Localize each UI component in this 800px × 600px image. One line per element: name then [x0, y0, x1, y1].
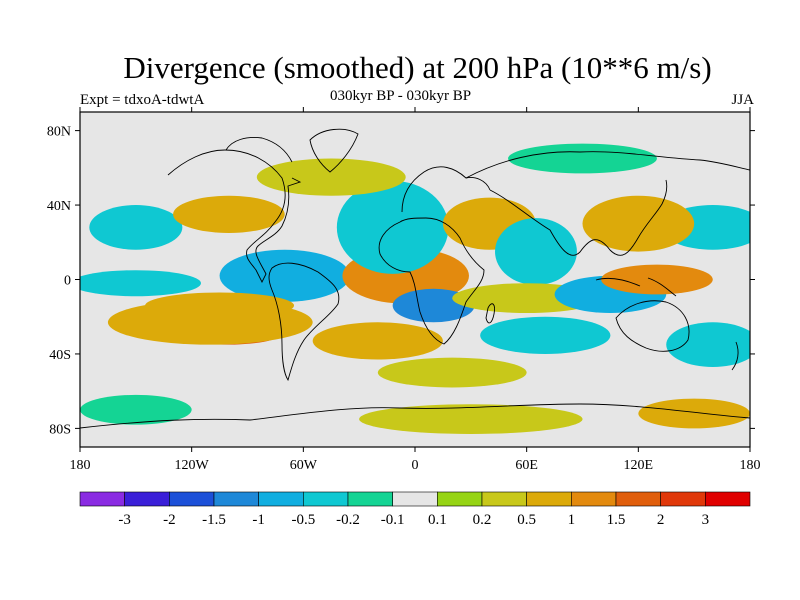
anomaly-region-20 [173, 195, 285, 233]
x-tick-label-1: 120W [175, 458, 210, 473]
season-label: JJA [731, 92, 754, 108]
colorbar-swatch-12 [615, 491, 661, 507]
period-label: 030kyr BP - 030kyr BP [330, 88, 472, 104]
x-tick-label-6: 180 [740, 458, 761, 473]
colorbar-swatch-1 [124, 491, 170, 507]
colorbar-swatch-4 [258, 491, 304, 507]
anomaly-region-26 [359, 404, 583, 434]
y-tick-label-4: 80S [49, 422, 71, 437]
colorbar-label-10: 1 [568, 512, 576, 528]
colorbar-label-13: 3 [702, 512, 710, 528]
anomaly-region-16 [601, 264, 713, 295]
anomaly-region-24 [377, 357, 527, 388]
colorbar-label-7: 0.1 [428, 512, 447, 528]
anomaly-region-1 [219, 249, 350, 302]
colorbar-swatch-7 [392, 491, 438, 507]
x-tick-label-4: 60E [515, 458, 538, 473]
colorbar: -3 -2 -1.5 -1 -0.5 -0.2 -0.1 0.1 0.2 0.5 1 1.5 2 3 [79, 491, 751, 528]
anomaly-region-18 [582, 195, 695, 252]
anomaly-region-21 [256, 158, 406, 196]
colorbar-label-4: -0.5 [291, 512, 315, 528]
colorbar-swatch-0 [79, 491, 125, 507]
anomaly-region-19 [89, 205, 183, 250]
colorbar-label-12: 2 [657, 512, 665, 528]
colorbar-label-6: -0.1 [381, 512, 405, 528]
y-tick-label-0: 80N [47, 125, 71, 140]
colorbar-swatch-10 [526, 491, 572, 507]
y-tick-label-1: 40N [47, 199, 71, 214]
colorbar-label-8: 0.2 [473, 512, 492, 528]
anomaly-region-2 [80, 270, 201, 297]
anomaly-region-22 [508, 143, 657, 174]
chart-title: Divergence (smoothed) at 200 hPa (10**6 … [123, 50, 712, 85]
colorbar-swatch-5 [303, 491, 349, 507]
anomaly-region-13 [480, 316, 611, 354]
colorbar-label-5: -0.2 [336, 512, 360, 528]
anomaly-region-25 [80, 394, 192, 425]
coastlines [80, 128, 750, 429]
colorbar-label-9: 0.5 [517, 512, 536, 528]
colorbar-swatch-11 [571, 491, 617, 507]
colorbar-label-0: -3 [118, 512, 131, 528]
x-tick-label-5: 120E [624, 458, 654, 473]
anomaly-region-10 [336, 180, 449, 274]
colorbar-label-3: -1 [252, 512, 265, 528]
colorbar-label-2: -1.5 [202, 512, 226, 528]
colorbar-label-11: 1.5 [607, 512, 626, 528]
x-tick-label-3: 0 [412, 458, 419, 473]
colorbar-swatch-2 [169, 491, 215, 507]
anomaly-region-12 [495, 218, 577, 286]
x-tick-label-0: 180 [70, 458, 91, 473]
experiment-label: Expt = tdxoA-tdwtA [80, 92, 205, 108]
colorbar-swatch-9 [481, 491, 527, 507]
axes: 180 120W 60W 0 60E 120E 180 80N 40N 0 40S 80S [47, 107, 761, 473]
colorbar-label-1: -2 [163, 512, 176, 528]
anomaly-region-6 [312, 322, 443, 360]
colorbar-swatch-6 [347, 491, 393, 507]
x-tick-label-2: 60W [290, 458, 318, 473]
anomaly-region-23 [666, 322, 750, 367]
anomaly-region-5 [107, 299, 313, 345]
colorbar-swatch-8 [437, 491, 483, 507]
divergence-field [80, 143, 750, 434]
anomaly-region-27 [638, 398, 750, 429]
colorbar-swatch-14 [705, 491, 751, 507]
y-tick-label-2: 0 [64, 274, 71, 289]
y-tick-label-3: 40S [49, 348, 71, 363]
colorbar-swatch-13 [660, 491, 706, 507]
colorbar-swatch-3 [213, 491, 259, 507]
